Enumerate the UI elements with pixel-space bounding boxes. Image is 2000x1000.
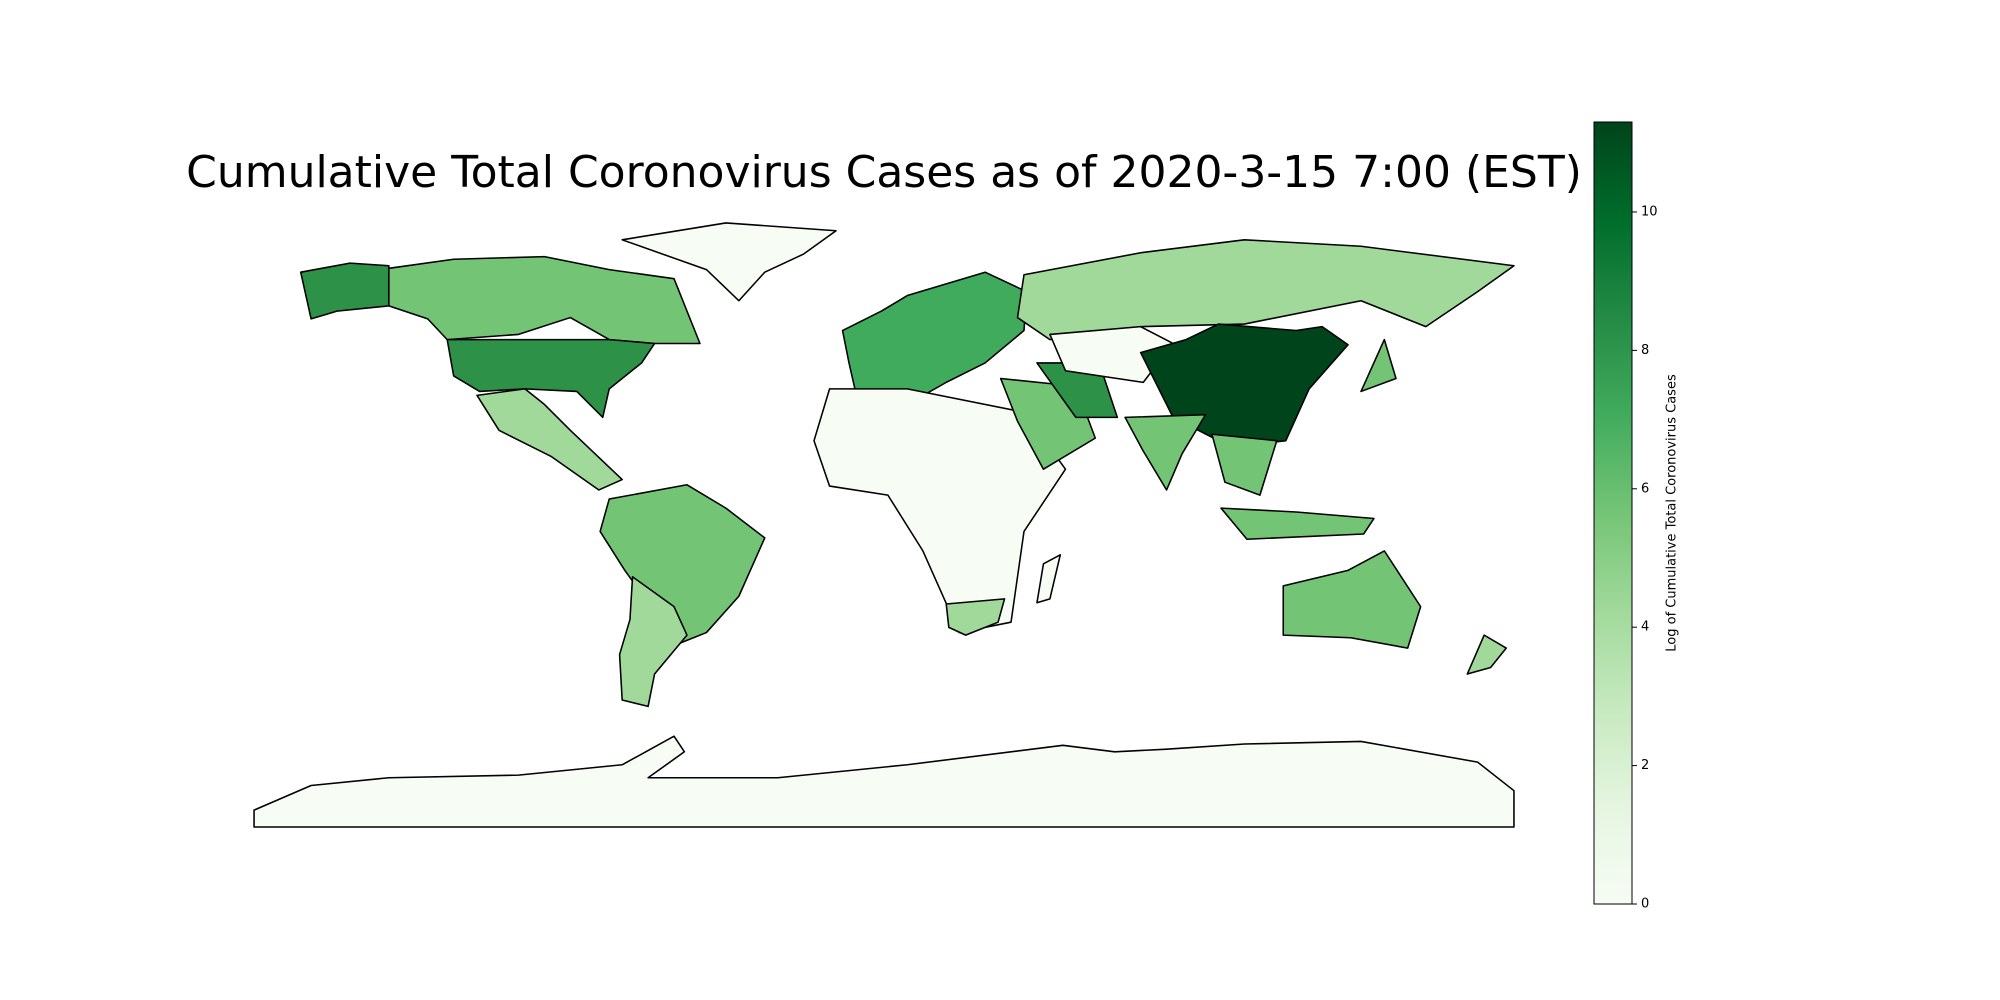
tick-label: 8 — [1641, 343, 1649, 358]
region — [1211, 433, 1278, 496]
region — [1016, 239, 1515, 341]
tick-label: 4 — [1641, 620, 1649, 635]
map-title: Cumulative Total Coronovirus Cases as of… — [186, 147, 1582, 198]
tick-label: 6 — [1641, 481, 1649, 496]
region — [1220, 507, 1375, 540]
region — [945, 598, 1006, 636]
colorbar-ticks: 0 2 4 6 8 10 — [1632, 204, 1658, 912]
region — [1036, 553, 1062, 604]
region — [446, 338, 656, 419]
region — [1466, 634, 1507, 675]
antarctica — [253, 735, 1515, 828]
colorbar-label: Log of Cumulative Total Coronovirus Case… — [1665, 374, 1680, 652]
region — [299, 262, 390, 320]
region — [1124, 414, 1207, 491]
region — [618, 576, 688, 708]
region — [841, 271, 1028, 406]
region — [476, 388, 623, 491]
colorbar — [1593, 121, 1633, 905]
region — [1282, 550, 1422, 649]
region — [599, 484, 766, 649]
region — [1360, 338, 1397, 393]
tick-label: 0 — [1641, 897, 1649, 912]
world-map — [253, 222, 1515, 828]
region — [621, 222, 837, 302]
tick-label: 2 — [1641, 758, 1649, 773]
tick-label: 10 — [1641, 204, 1658, 219]
region — [388, 255, 701, 345]
